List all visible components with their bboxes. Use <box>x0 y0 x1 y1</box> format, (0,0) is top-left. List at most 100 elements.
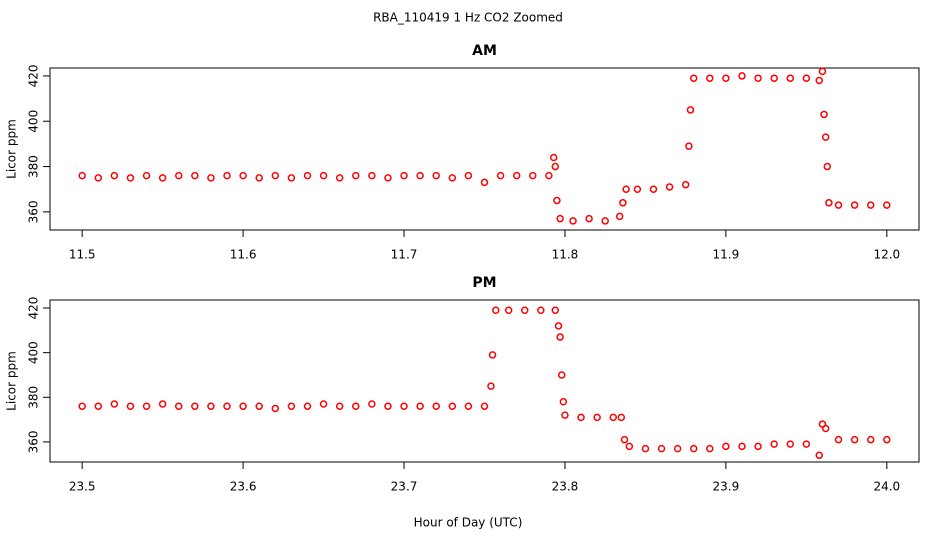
point <box>504 306 513 315</box>
point <box>126 174 135 182</box>
point <box>94 402 103 410</box>
point <box>416 171 424 180</box>
point <box>553 196 561 205</box>
point <box>432 402 440 410</box>
point <box>823 162 832 171</box>
point <box>368 171 376 180</box>
point <box>464 171 473 180</box>
x-tick-label: 11.9 <box>713 248 740 262</box>
point <box>191 171 199 180</box>
x-tick-label: 11.5 <box>69 248 96 262</box>
point <box>815 451 823 460</box>
point <box>239 402 247 410</box>
point <box>520 306 529 315</box>
point <box>551 306 560 315</box>
point <box>834 435 843 444</box>
point <box>850 435 859 444</box>
point <box>537 306 545 315</box>
plot-frame <box>49 299 920 463</box>
point <box>255 174 263 182</box>
y-tick-label: 360 <box>27 430 41 453</box>
point <box>883 435 891 444</box>
x-tick-label: 11.8 <box>552 248 579 262</box>
point <box>488 351 497 359</box>
x-tick-label: 23.5 <box>69 480 96 494</box>
point <box>569 217 577 225</box>
point <box>480 178 489 187</box>
point <box>665 183 674 191</box>
point <box>480 402 489 410</box>
point <box>557 371 566 379</box>
point <box>820 110 828 119</box>
point <box>158 174 167 182</box>
point <box>754 442 762 451</box>
point <box>821 424 830 433</box>
point <box>685 142 693 150</box>
x-tick-label: 23.9 <box>713 480 740 494</box>
point <box>529 171 537 180</box>
point <box>821 133 830 141</box>
point <box>487 382 495 390</box>
point <box>448 174 457 182</box>
point <box>78 171 86 180</box>
point <box>617 413 626 422</box>
point <box>673 444 682 453</box>
point <box>110 400 119 408</box>
point <box>384 174 392 182</box>
point <box>287 402 296 410</box>
point <box>738 442 746 451</box>
point <box>335 174 344 182</box>
point <box>883 201 891 209</box>
point <box>110 171 119 180</box>
point <box>158 400 167 408</box>
y-tick-label: 380 <box>27 155 41 178</box>
point <box>802 74 811 82</box>
point <box>686 106 695 114</box>
point <box>577 413 585 422</box>
point <box>706 444 714 453</box>
point <box>223 171 231 180</box>
point <box>738 72 746 80</box>
point <box>432 171 440 180</box>
x-tick-label: 23.6 <box>230 480 257 494</box>
point <box>622 185 630 193</box>
x-tick-label: 23.7 <box>391 480 418 494</box>
point <box>287 174 296 182</box>
point <box>834 201 843 209</box>
point <box>207 402 215 410</box>
point <box>866 435 875 444</box>
point <box>78 402 86 410</box>
point <box>545 171 553 180</box>
point <box>352 402 360 410</box>
y-tick-label: 420 <box>27 297 41 320</box>
point <box>239 171 247 180</box>
point <box>255 402 263 410</box>
y-axis-label: Licor ppm <box>5 351 19 411</box>
point <box>681 180 690 189</box>
point <box>303 171 312 180</box>
point <box>818 67 827 76</box>
point <box>689 444 698 453</box>
point <box>94 174 103 182</box>
point <box>866 201 875 209</box>
point <box>722 442 730 451</box>
point <box>512 171 521 180</box>
x-tick-label: 24.0 <box>873 480 900 494</box>
plot-frame <box>49 67 920 231</box>
point <box>657 444 666 453</box>
point <box>754 74 762 82</box>
point <box>633 185 642 193</box>
point <box>319 400 328 408</box>
point <box>689 74 698 82</box>
panel-title: PM <box>472 275 496 291</box>
point <box>556 333 564 341</box>
point <box>496 171 505 180</box>
point <box>174 402 183 410</box>
point <box>384 402 392 410</box>
point <box>207 174 215 182</box>
point <box>303 402 312 410</box>
point <box>641 444 650 453</box>
point <box>554 322 563 330</box>
point <box>492 306 500 315</box>
